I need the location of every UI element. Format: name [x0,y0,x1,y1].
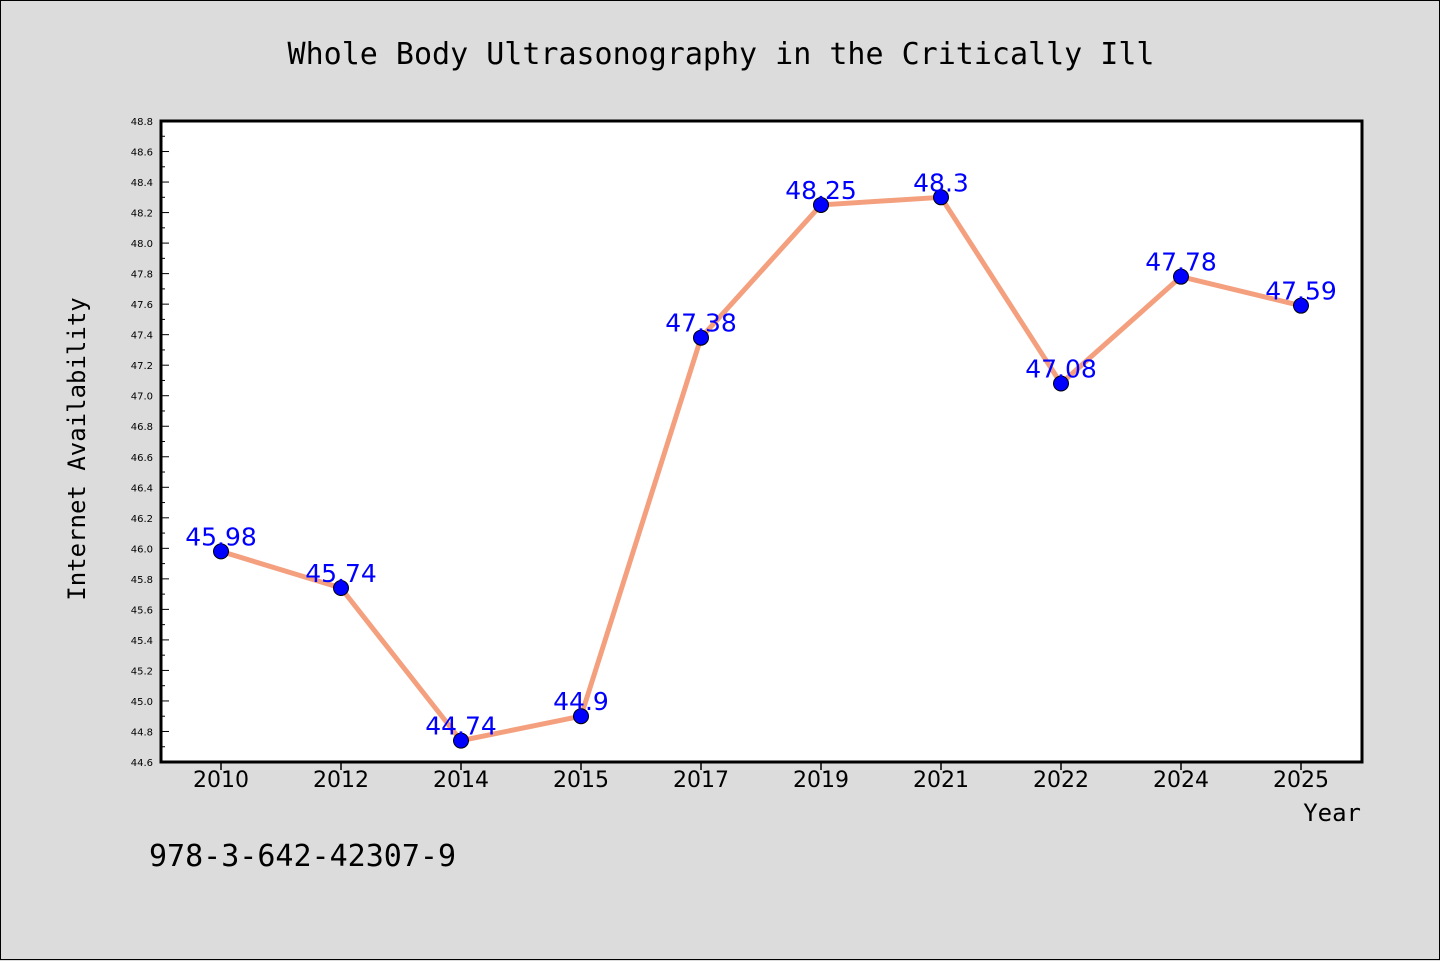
y-tick-label: 46.4 [131,483,153,494]
y-tick-label: 45.8 [131,575,153,586]
data-point [1053,375,1069,392]
data-label: 47.38 [665,309,737,338]
chart-title: Whole Body Ultrasonography in the Critic… [288,37,1155,72]
data-point [933,189,949,206]
y-axis: 44.6 44.8 45.0 45.2 45.4 45.6 45.8 46.0 46.2 46.4… [131,117,169,769]
data-label: 47.08 [1025,355,1097,384]
data-point [333,580,349,597]
data-label: 45.98 [185,522,257,551]
y-tick-label: 48.2 [131,209,153,220]
x-axis: 2010 2012 2014 2015 2017 2019 2021 2022 2024 2025 [193,762,1329,793]
x-tick-label: 2015 [553,768,609,793]
x-tick-label: 2025 [1273,768,1329,793]
data-label: 48.25 [785,176,857,205]
data-point [1293,297,1309,314]
data-point [1173,268,1189,285]
y-tick-label: 44.8 [131,727,153,738]
y-tick-label: 44.6 [131,758,153,769]
x-tick-label: 2021 [913,768,969,793]
y-tick-label: 48.4 [131,178,153,189]
y-tick-label: 45.2 [131,666,153,677]
data-label: 44.74 [425,712,497,741]
data-label: 47.78 [1145,248,1217,277]
y-tick-label: 46.2 [131,514,153,525]
y-tick-label: 48.8 [131,117,153,128]
x-tick-label: 2022 [1033,768,1089,793]
x-tick-label: 2014 [433,768,489,793]
data-point [693,329,709,346]
y-tick-label: 45.0 [131,697,153,708]
data-label: 45.74 [305,559,377,588]
x-axis-label: Year [1303,799,1361,827]
data-label: 47.59 [1265,277,1337,306]
series-group: 45.98 45.74 44.74 44.9 47.38 48.25 48.3 47.08 47… [185,168,1337,749]
data-label: 44.9 [553,687,609,716]
y-tick-label: 48.6 [131,148,153,159]
data-label: 48.3 [913,168,969,197]
y-tick-label: 47.4 [131,331,153,342]
data-point [813,196,829,213]
isbn-text: 978-3-642-42307-9 [149,839,456,874]
y-tick-label: 46.0 [131,544,153,555]
data-point [453,732,469,749]
y-tick-label: 45.4 [131,636,153,647]
y-tick-label: 45.6 [131,605,153,616]
x-tick-label: 2010 [193,768,249,793]
x-tick-label: 2024 [1153,768,1209,793]
y-tick-label: 46.8 [131,422,153,433]
series-line [220,194,1302,744]
data-point [213,543,229,560]
x-tick-label: 2019 [793,768,849,793]
plot-area [159,119,1364,764]
x-tick-label: 2012 [313,768,369,793]
y-axis-label: Internet Availability [63,297,91,600]
x-tick-label: 2017 [673,768,729,793]
y-tick-label: 48.0 [131,239,153,250]
data-point [573,708,589,725]
y-tick-label: 46.6 [131,453,153,464]
y-tick-label: 47.0 [131,392,153,403]
y-tick-label: 47.6 [131,300,153,311]
y-tick-label: 47.2 [131,361,153,372]
y-tick-label: 47.8 [131,270,153,281]
